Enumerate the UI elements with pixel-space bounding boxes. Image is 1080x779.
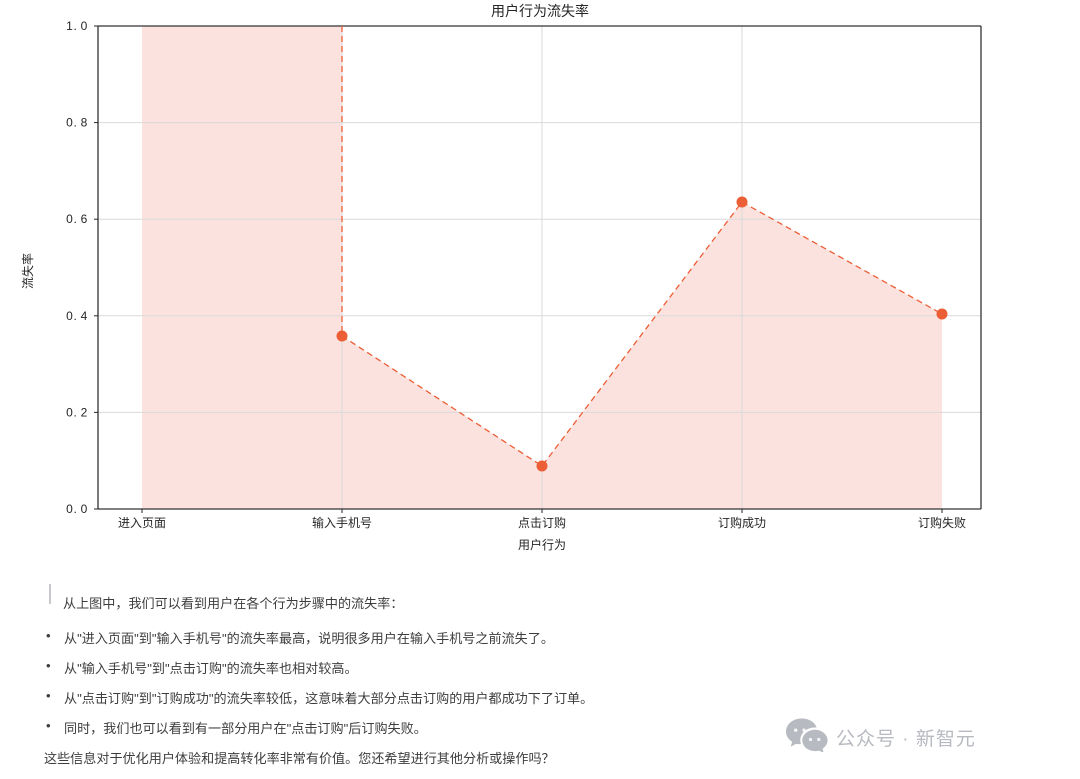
svg-text:0. 0: 0. 0 bbox=[66, 502, 88, 516]
svg-text:0. 6: 0. 6 bbox=[66, 212, 88, 226]
svg-text:0. 8: 0. 8 bbox=[66, 116, 88, 130]
svg-text:订购成功: 订购成功 bbox=[718, 515, 766, 530]
svg-text:用户行为: 用户行为 bbox=[518, 537, 566, 552]
svg-text:1. 0: 1. 0 bbox=[66, 19, 88, 33]
svg-text:订购失败: 订购失败 bbox=[918, 515, 966, 530]
svg-text:输入手机号: 输入手机号 bbox=[312, 515, 372, 530]
svg-text:0. 2: 0. 2 bbox=[66, 405, 88, 419]
svg-text:进入页面: 进入页面 bbox=[118, 516, 166, 530]
svg-text:流失率: 流失率 bbox=[20, 253, 35, 289]
svg-text:0. 4: 0. 4 bbox=[66, 309, 88, 323]
svg-text:点击订购: 点击订购 bbox=[518, 515, 566, 530]
svg-text:用户行为流失率: 用户行为流失率 bbox=[491, 3, 589, 19]
